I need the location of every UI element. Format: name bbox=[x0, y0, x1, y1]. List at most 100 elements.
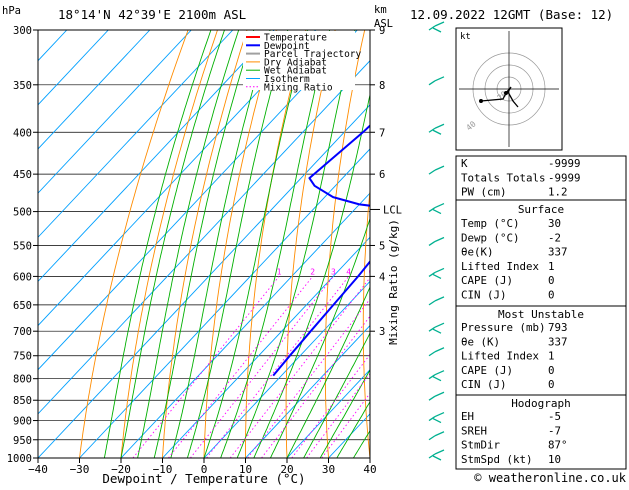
pressure-label: 850 bbox=[13, 395, 32, 407]
pressure-label: 750 bbox=[13, 351, 32, 363]
table-row-value: 337 bbox=[548, 246, 568, 259]
pressure-label: 600 bbox=[13, 271, 32, 283]
wind-barb bbox=[429, 170, 435, 174]
wind-barb bbox=[429, 81, 435, 85]
surface-title: Surface bbox=[518, 203, 564, 216]
height-label: 3 bbox=[379, 326, 385, 338]
dry-adiabat bbox=[400, 18, 426, 458]
mixing-ratio-line bbox=[207, 276, 349, 458]
wind-barb-feather bbox=[435, 413, 444, 417]
wind-barb-feather bbox=[433, 329, 441, 333]
table-row-value: 1 bbox=[548, 350, 555, 363]
table-row-label: Totals Totals bbox=[461, 171, 546, 184]
mixing-ratio-label: 3 bbox=[331, 267, 336, 276]
wind-barb-feather bbox=[435, 323, 444, 327]
wind-barb-feather bbox=[435, 348, 444, 352]
wind-barb-feather bbox=[433, 130, 441, 134]
wind-barb-feather bbox=[435, 237, 444, 241]
temperature-label: −40 bbox=[28, 463, 48, 476]
table-row-label: Lifted Index bbox=[461, 350, 540, 363]
pressure-label: 950 bbox=[13, 435, 32, 447]
lcl-label: LCL bbox=[383, 204, 402, 216]
pressure-label: 550 bbox=[13, 240, 32, 252]
mixing-ratio-axis-label: Mixing Ratio (g/kg) bbox=[387, 219, 400, 345]
table-row-label: CAPE (J) bbox=[461, 274, 513, 287]
wind-barb-feather bbox=[435, 432, 444, 436]
wind-barb bbox=[429, 396, 435, 400]
wind-barb-feather bbox=[433, 419, 441, 423]
table-row-label: CIN (J) bbox=[461, 289, 507, 302]
height-label: 5 bbox=[379, 240, 385, 252]
table-row-value: 0 bbox=[548, 274, 555, 287]
hodograph-point bbox=[479, 99, 483, 103]
pressure-label: 650 bbox=[13, 300, 32, 312]
wet-adiabat bbox=[187, 30, 287, 458]
table-row-value: 87° bbox=[548, 439, 568, 452]
table-row-value: 0 bbox=[548, 378, 555, 391]
pressure-label: 700 bbox=[13, 326, 32, 338]
wind-barb bbox=[429, 352, 435, 356]
isotherm bbox=[0, 30, 357, 458]
pressure-label: 300 bbox=[13, 25, 32, 37]
table-row-label: StmDir bbox=[461, 439, 501, 452]
dry-adiabat bbox=[80, 18, 193, 458]
mixing-ratio-label: 2 bbox=[310, 267, 315, 276]
table-row-label: SREH bbox=[461, 424, 487, 437]
hodograph-point bbox=[504, 91, 508, 95]
wind-barb-feather bbox=[435, 268, 444, 272]
table-row-value: -7 bbox=[548, 424, 561, 437]
pressure-label: 900 bbox=[13, 416, 32, 428]
table-row-label: EH bbox=[461, 410, 474, 423]
table-row-value: -2 bbox=[548, 231, 561, 244]
table-row-label: θe (K) bbox=[461, 335, 500, 348]
wind-barb-feather bbox=[435, 22, 444, 26]
table-row-label: Lifted Index bbox=[461, 260, 540, 273]
isotherm bbox=[80, 30, 482, 458]
isotherm bbox=[0, 30, 399, 458]
height-label: 7 bbox=[379, 127, 385, 139]
table-row-value: 337 bbox=[548, 335, 568, 348]
table-row-value: -9999 bbox=[548, 171, 581, 184]
table-row-label: CIN (J) bbox=[461, 378, 507, 391]
wind-profile bbox=[429, 22, 444, 460]
table-row-value: 793 bbox=[548, 321, 568, 334]
hodograph-table-title: Hodograph bbox=[511, 397, 571, 410]
wind-barb bbox=[429, 301, 435, 305]
height-label: 4 bbox=[379, 271, 385, 283]
table-row-value: 1.2 bbox=[548, 186, 568, 199]
table-row-value: 10 bbox=[548, 453, 561, 466]
table-row-label: K bbox=[461, 157, 468, 170]
wind-barb-feather bbox=[433, 28, 441, 32]
table-row-value: 30 bbox=[548, 217, 561, 230]
wind-barb-feather bbox=[435, 450, 444, 454]
table-row-label: Temp (°C) bbox=[461, 217, 520, 230]
wind-barb-feather bbox=[433, 210, 441, 214]
copyright: © weatheronline.co.uk bbox=[474, 471, 626, 485]
wind-barb-feather bbox=[435, 204, 444, 208]
hodograph-units: kt bbox=[460, 32, 471, 42]
table-row-value: 1 bbox=[548, 260, 555, 273]
mixing-ratio-line bbox=[168, 276, 312, 458]
header-datetime: 12.09.2022 12GMT (Base: 12) bbox=[410, 7, 613, 22]
wind-barb-feather bbox=[435, 392, 444, 396]
table-row-value: 0 bbox=[548, 289, 555, 302]
wet-adiabat bbox=[104, 30, 210, 458]
wind-barb-feather bbox=[435, 166, 444, 170]
wind-barb-feather bbox=[435, 297, 444, 301]
table-row-label: StmSpd (kt) bbox=[461, 453, 533, 466]
x-axis-label: Dewpoint / Temperature (°C) bbox=[102, 471, 305, 486]
legend-entry: Mixing Ratio bbox=[264, 82, 333, 93]
table-row-label: CAPE (J) bbox=[461, 364, 513, 377]
pressure-label: 450 bbox=[13, 169, 32, 181]
mixing-ratio-label: 1 bbox=[277, 267, 282, 276]
wind-barb-feather bbox=[433, 274, 441, 278]
height-label: 6 bbox=[379, 169, 385, 181]
height-label: 8 bbox=[379, 80, 385, 92]
mixing-ratio-label: 4 bbox=[346, 267, 351, 276]
temperature-label: −30 bbox=[70, 463, 90, 476]
pressure-label: 500 bbox=[13, 207, 32, 219]
